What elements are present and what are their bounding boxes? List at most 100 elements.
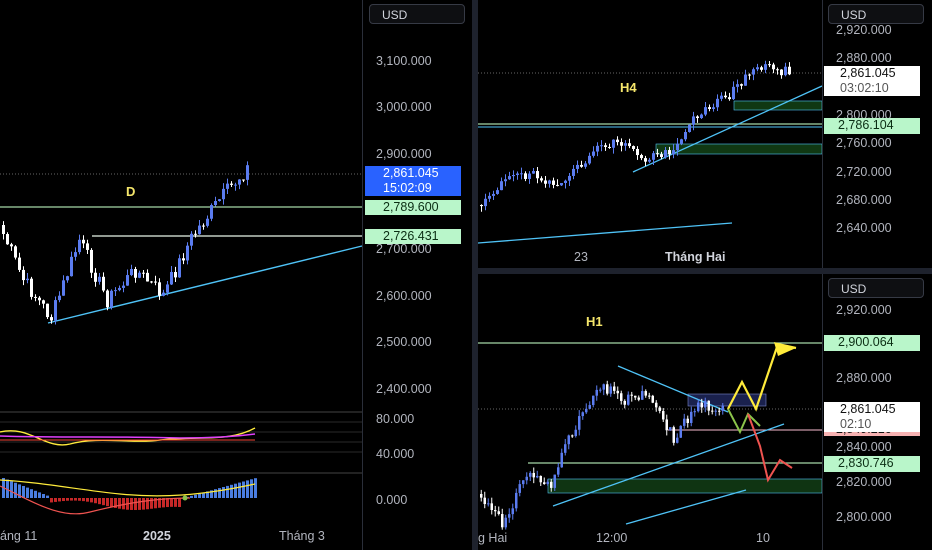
daily-histogram-bar [158, 498, 161, 508]
h1-candle [483, 497, 486, 505]
daily-x-label-1: áng 11 [0, 529, 38, 543]
h4-countdown: 03:02:10 [840, 81, 889, 95]
h1-candle [648, 395, 651, 397]
h1-candle [613, 386, 616, 391]
h4-candle [684, 132, 687, 140]
h4-price-axis[interactable] [822, 0, 932, 268]
h1-candle [679, 425, 682, 438]
daily-candle [166, 284, 169, 293]
h1-candle [595, 389, 598, 396]
h1-candle [553, 474, 556, 488]
daily-tick-2400: 2,400.000 [376, 382, 432, 396]
daily-histogram-bar [118, 498, 121, 509]
daily-histogram-bar [134, 498, 137, 511]
h1-timeframe-label: H1 [586, 314, 603, 329]
h1-candle [704, 400, 707, 408]
daily-histogram-bar [98, 498, 101, 505]
h1-x-label-2: 12:00 [596, 531, 628, 545]
daily-chart-panel[interactable]: USD 3,100.000 3,000.000 2,900.000 2,861.… [0, 0, 472, 550]
h4-x-label-1: 23 [574, 250, 588, 264]
daily-currency-button[interactable]: USD [369, 4, 465, 24]
h4-candle [708, 107, 711, 109]
daily-candle [2, 225, 5, 235]
daily-last-price-tag: 2,861.045 15:02:09 [365, 166, 461, 196]
h1-candle [508, 514, 511, 518]
daily-chart-svg[interactable] [0, 0, 472, 550]
h1-candle [511, 508, 514, 515]
h1-candle [672, 427, 675, 443]
daily-candle [46, 303, 49, 318]
h1-candle [606, 384, 609, 394]
daily-candle [186, 245, 189, 261]
daily-candle [14, 246, 17, 258]
panel-divider-horizontal[interactable] [478, 268, 932, 274]
h1-candle [707, 400, 710, 411]
daily-histogram-bar [234, 483, 237, 498]
h1-candle [504, 517, 507, 528]
h4-candle [788, 66, 791, 75]
daily-price-axis[interactable] [362, 0, 472, 550]
daily-histogram-bar [202, 492, 205, 498]
daily-histogram-bar [82, 498, 85, 502]
h4-candle [572, 168, 575, 176]
daily-candle [78, 239, 81, 253]
h1-candle [494, 509, 497, 512]
daily-candle [246, 165, 249, 180]
h1-chart-panel[interactable]: USD 2,920.000 2,900.064 2,880.000 2,849.… [478, 274, 932, 550]
h1-price-axis[interactable] [822, 274, 932, 550]
h4-chart-panel[interactable]: USD 2,920.000 2,880.000 2,861.045 03:02:… [478, 0, 932, 268]
daily-candle [70, 256, 73, 277]
h1-candle [497, 511, 500, 515]
h4-candle [580, 164, 583, 167]
daily-candle [34, 296, 37, 298]
daily-candle [222, 188, 225, 200]
h1-chart-svg[interactable] [478, 274, 932, 550]
h4-candle [692, 116, 695, 125]
h1-target-tag: 2,900.064 [824, 335, 920, 351]
h4-tick-2640: 2,640.000 [836, 221, 892, 235]
daily-histogram-bar [194, 494, 197, 498]
daily-candle [50, 317, 53, 321]
h4-tick-2720: 2,720.000 [836, 165, 892, 179]
h4-candle [772, 64, 775, 70]
daily-candle [190, 233, 193, 246]
h4-candle [756, 67, 759, 70]
daily-histogram-bar [58, 498, 61, 502]
daily-histogram-bar [222, 487, 225, 498]
daily-candle [118, 287, 121, 291]
daily-candle [174, 271, 177, 278]
daily-candle [102, 276, 105, 291]
daily-histogram-bar [86, 498, 89, 502]
panel-divider-vertical[interactable] [472, 0, 478, 550]
daily-histogram-bar [14, 482, 17, 498]
daily-candle [182, 258, 185, 261]
daily-candle [114, 290, 117, 292]
h1-tick-2880: 2,880.000 [836, 371, 892, 385]
daily-tick-2700: 2,700.000 [376, 242, 432, 256]
h4-candle [520, 173, 523, 175]
daily-candle [138, 272, 141, 278]
h1-candle [623, 400, 626, 405]
h4-candle [748, 74, 751, 76]
daily-candle [82, 239, 85, 244]
h1-candle [655, 402, 658, 408]
h4-candle [596, 145, 599, 152]
h1-candle [669, 427, 672, 431]
daily-candle [74, 252, 77, 257]
h4-chart-svg[interactable] [478, 0, 932, 268]
daily-histogram-bar [66, 498, 69, 501]
h1-candle [529, 472, 532, 477]
h4-candle [528, 173, 531, 179]
h4-candle [700, 114, 703, 119]
h1-candle [592, 395, 595, 406]
h1-bearish-arrow [747, 413, 793, 483]
h4-candle [744, 74, 747, 86]
h4-candle [516, 173, 519, 175]
daily-histogram-bar [214, 489, 217, 498]
h1-currency-button[interactable]: USD [828, 278, 924, 298]
daily-histogram-bar [46, 495, 49, 498]
daily-hist-tick-0: 0.000 [376, 493, 408, 507]
h4-candle [640, 155, 643, 159]
daily-histogram-bar [130, 498, 133, 510]
h4-currency-button[interactable]: USD [828, 4, 924, 24]
